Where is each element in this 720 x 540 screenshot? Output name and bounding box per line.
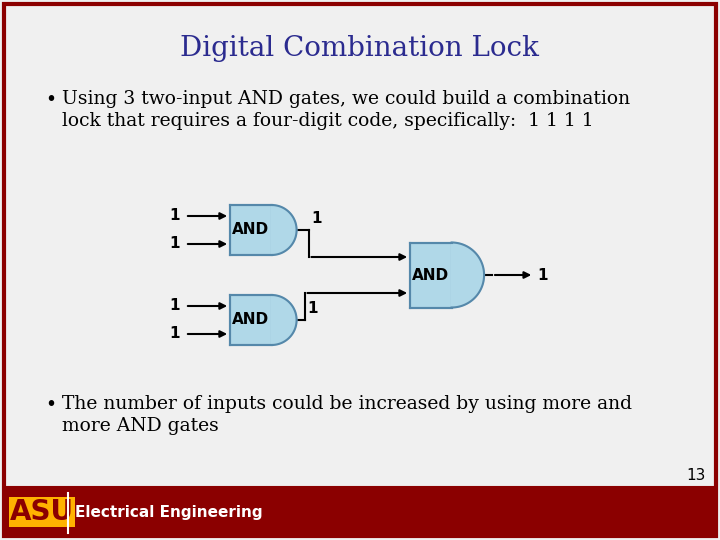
Text: Digital Combination Lock: Digital Combination Lock xyxy=(181,35,539,62)
Polygon shape xyxy=(271,205,297,255)
Text: 1: 1 xyxy=(312,211,322,226)
Text: AND: AND xyxy=(413,267,449,282)
Text: AND: AND xyxy=(233,222,269,238)
Text: 1: 1 xyxy=(169,327,180,341)
Text: •: • xyxy=(45,395,56,414)
Text: AND: AND xyxy=(233,313,269,327)
Text: 1: 1 xyxy=(307,301,318,316)
Text: 1: 1 xyxy=(537,267,548,282)
Text: more AND gates: more AND gates xyxy=(62,417,219,435)
FancyBboxPatch shape xyxy=(4,4,716,536)
Text: The number of inputs could be increased by using more and: The number of inputs could be increased … xyxy=(62,395,632,413)
Text: 1: 1 xyxy=(169,299,180,314)
Text: 1: 1 xyxy=(169,208,180,224)
Polygon shape xyxy=(451,242,484,307)
Text: ASU: ASU xyxy=(10,498,74,526)
Bar xyxy=(410,242,451,307)
Text: 1: 1 xyxy=(169,237,180,252)
Bar xyxy=(4,488,716,536)
Text: •: • xyxy=(45,90,56,109)
Bar xyxy=(230,205,271,255)
Text: Electrical Engineering: Electrical Engineering xyxy=(75,504,263,519)
Text: lock that requires a four-digit code, specifically:  1 1 1 1: lock that requires a four-digit code, sp… xyxy=(62,112,593,130)
Text: 13: 13 xyxy=(687,468,706,483)
Bar xyxy=(230,295,271,345)
Text: Using 3 two-input AND gates, we could build a combination: Using 3 two-input AND gates, we could bu… xyxy=(62,90,630,108)
Polygon shape xyxy=(271,295,297,345)
